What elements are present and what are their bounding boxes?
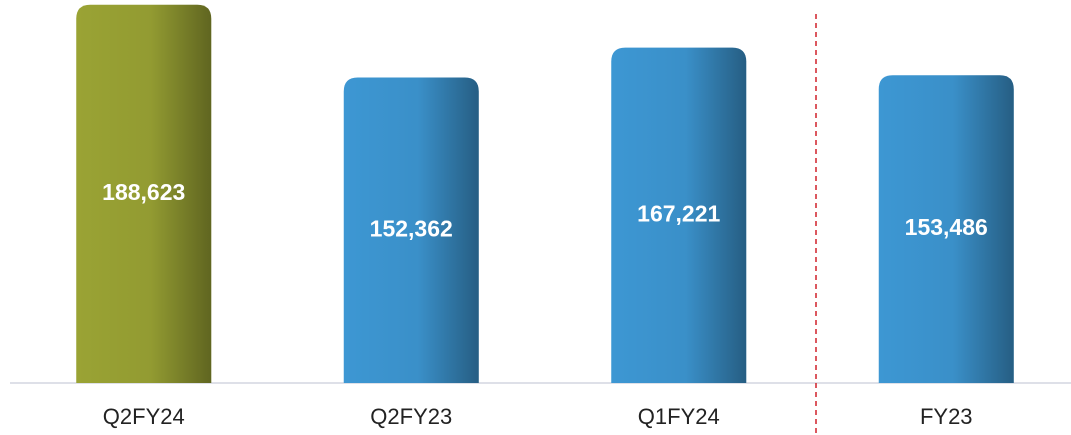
x-tick-label: FY23 bbox=[920, 404, 973, 429]
x-tick-label: Q1FY24 bbox=[638, 404, 720, 429]
value-label: 153,486 bbox=[905, 214, 988, 240]
x-tick-label: Q2FY24 bbox=[103, 404, 185, 429]
value-label: 167,221 bbox=[637, 200, 720, 226]
value-label: 188,623 bbox=[102, 179, 185, 205]
x-tick-label: Q2FY23 bbox=[370, 404, 452, 429]
bar-shade bbox=[611, 47, 747, 384]
bar-shade bbox=[343, 77, 479, 384]
value-label: 152,362 bbox=[370, 215, 453, 241]
bar-shade bbox=[878, 75, 1014, 383]
bar-shade bbox=[76, 4, 212, 383]
